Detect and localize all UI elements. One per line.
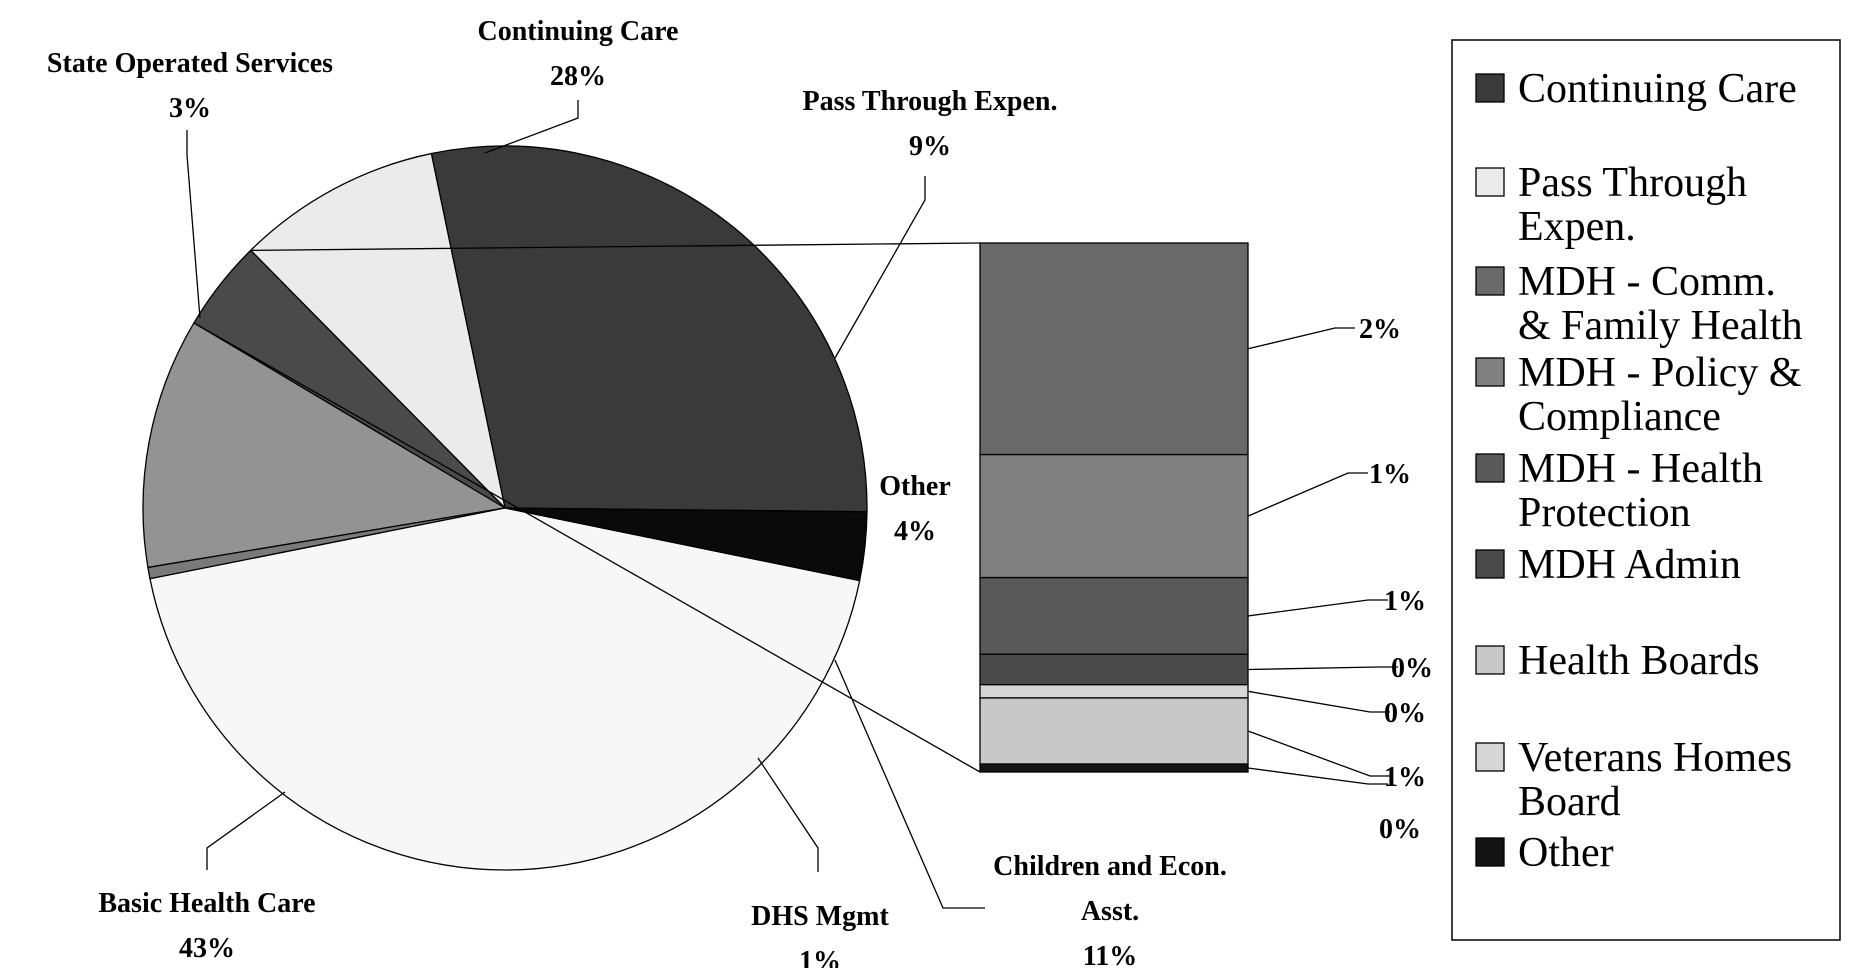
slice-percent: 11% (1083, 941, 1137, 968)
pie-slice-continuing-care (430, 145, 868, 513)
segment-leader-mdh-health-protection (1247, 599, 1388, 617)
legend-label: MDH Admin (1518, 542, 1741, 588)
legend-swatch (1475, 549, 1505, 579)
segment-leader-mdh-admin (1247, 666, 1398, 671)
legend-label: Veterans Homes Board (1518, 735, 1792, 825)
slice-label-children-and-econ-asst: Children and Econ. Asst. 11% (993, 851, 1227, 968)
segment-leader-health-boards (1247, 690, 1390, 713)
segment-percent-mdh-health-protection: 1% (1384, 586, 1426, 617)
legend-entry-veterans-homes-board: Veterans Homes Board (1475, 735, 1792, 825)
slice-label-state-operated-services: State Operated Services 3% (47, 48, 333, 124)
legend: Continuing Care Pass Through Expen.MDH - C… (1451, 39, 1841, 941)
bar-segment-other (979, 763, 1249, 773)
legend-entry-mdh-policy-compliance: MDH - Policy & Compliance (1475, 350, 1802, 440)
segment-leader-veterans-homes-board (1247, 730, 1390, 777)
legend-label: Pass Through Expen. (1518, 160, 1747, 250)
slice-label-dhs-mgmt: DHS Mgmt 1% (751, 901, 889, 968)
segment-leader-mdh-comm-family-health (1247, 327, 1355, 350)
bar-segment-mdh-policy-compliance (979, 453, 1249, 579)
slice-name: Other (879, 471, 951, 502)
slice-percent: 28% (550, 61, 606, 92)
legend-label: MDH - Policy & Compliance (1518, 350, 1802, 440)
legend-swatch (1475, 837, 1505, 867)
legend-swatch (1475, 742, 1505, 772)
slice-name: State Operated Services (47, 48, 333, 79)
slice-name: Continuing Care (478, 16, 679, 47)
legend-entry-continuing-care: Continuing Care (1475, 66, 1797, 112)
leader-line-pass-through-expen (834, 176, 926, 359)
pie-slice-children-and-econ-asst (142, 322, 507, 569)
leader-line-basic-health-care (206, 791, 286, 870)
slice-percent: 9% (909, 131, 951, 162)
pie-slice-state-operated-services (504, 507, 868, 582)
slice-name: Pass Through Expen. (803, 86, 1058, 117)
leader-line-children-and-econ-asst (834, 659, 985, 909)
connector-line-bottom (193, 322, 981, 773)
bar-segment-mdh-admin (979, 653, 1249, 686)
slice-label-pass-through-expen: Pass Through Expen. 9% (803, 86, 1058, 162)
legend-entry-mdh-comm-family-health: MDH - Comm. & Family Health (1475, 259, 1803, 349)
slice-label-other: Other 4% (879, 471, 951, 547)
slice-percent: 43% (179, 933, 235, 964)
legend-swatch (1475, 167, 1505, 197)
legend-swatch (1475, 357, 1505, 387)
segment-percent-other: 0% (1379, 814, 1421, 845)
slice-label-basic-health-care: Basic Health Care 43% (98, 888, 315, 964)
slice-percent: 1% (799, 946, 841, 968)
leader-line-state-operated-services (186, 130, 201, 319)
leader-line-continuing-care (484, 100, 579, 154)
slice-name: DHS Mgmt (751, 901, 889, 932)
bar-segment-health-boards (979, 684, 1249, 699)
legend-label: MDH - Health Protection (1518, 446, 1763, 536)
legend-label: MDH - Comm. & Family Health (1518, 259, 1803, 349)
legend-swatch (1475, 266, 1505, 296)
pie-slice-pass-through-expen (249, 152, 507, 511)
legend-box (1451, 39, 1841, 941)
slice-name: Children and Econ. Asst. (993, 851, 1227, 927)
legend-label: Health Boards (1518, 638, 1759, 684)
legend-label: Continuing Care (1518, 66, 1797, 112)
legend-swatch (1475, 73, 1505, 103)
segment-percent-mdh-policy-compliance: 1% (1369, 459, 1411, 490)
segment-leader-other (1247, 767, 1388, 785)
legend-entry-health-boards: Health Boards (1475, 638, 1759, 684)
segment-percent-veterans-homes-board: 1% (1384, 762, 1426, 793)
legend-swatch (1475, 453, 1505, 483)
bar-segment-mdh-comm-family-health (979, 242, 1249, 456)
segment-percent-mdh-comm-family-health: 2% (1359, 314, 1401, 345)
slice-name: Basic Health Care (98, 888, 315, 919)
pie (142, 145, 868, 871)
segment-leader-mdh-policy-compliance (1247, 472, 1368, 517)
legend-entry-pass-through-expen: Pass Through Expen. (1475, 160, 1747, 250)
slice-label-continuing-care: Continuing Care 28% (478, 16, 679, 92)
slice-percent: 4% (894, 516, 936, 547)
legend-entry-mdh-health-protection: MDH - Health Protection (1475, 446, 1763, 536)
bar-segment-veterans-homes-board (979, 697, 1249, 765)
bar-segment-mdh-health-protection (979, 576, 1249, 655)
legend-entry-mdh-admin: MDH Admin (1475, 542, 1741, 588)
legend-swatch (1475, 645, 1505, 675)
pie-labels: Continuing Care 28% Pass Through Expen. 9% O… (47, 16, 1227, 968)
legend-label: Other (1518, 830, 1614, 876)
segment-percent-health-boards: 0% (1384, 698, 1426, 729)
legend-entry-other: Other (1475, 830, 1614, 876)
slice-percent: 3% (169, 93, 211, 124)
leader-line-dhs-mgmt (757, 757, 819, 872)
connector-line-top (250, 242, 981, 252)
segment-percent-mdh-admin: 0% (1391, 653, 1433, 684)
breakout-bar: 2% 1% 1% 0% 0% 1% 0% (193, 242, 1433, 845)
pie-slice-basic-health-care (149, 507, 861, 871)
